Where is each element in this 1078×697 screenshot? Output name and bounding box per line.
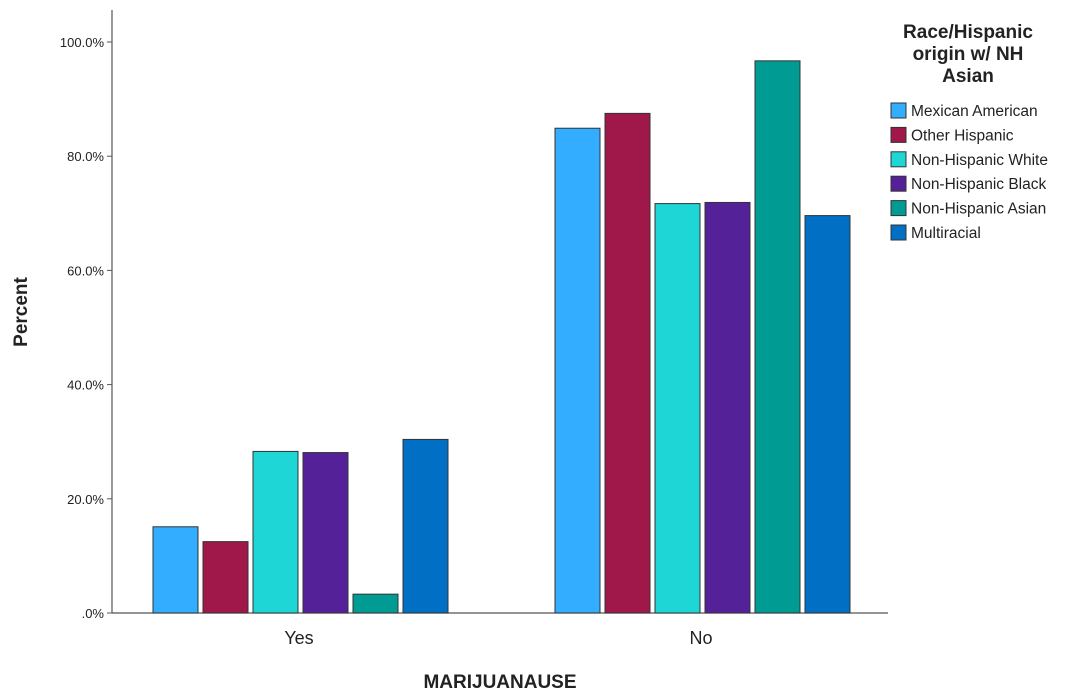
bar-no-other-hispanic bbox=[604, 112, 651, 614]
legend-swatch bbox=[890, 200, 907, 217]
legend-swatch bbox=[890, 126, 907, 143]
x-tick-label: Yes bbox=[284, 628, 313, 648]
bars bbox=[152, 60, 851, 614]
y-tick-label: .0% bbox=[82, 606, 105, 621]
legend-title: Asian bbox=[942, 66, 994, 87]
y-tick-label: 20.0% bbox=[67, 492, 104, 507]
legend-label: Non-Hispanic White bbox=[911, 152, 1048, 169]
x-axis-label: MARIJUANAUSE bbox=[423, 672, 576, 692]
axes: .0% 20.0% 40.0% 60.0% 80.0% 100.0% Percent MARI… bbox=[11, 10, 888, 693]
legend-title: origin w/ NH bbox=[913, 44, 1024, 65]
legend-label: Multiracial bbox=[911, 225, 981, 242]
legend-swatch bbox=[890, 102, 907, 119]
legend-swatch bbox=[890, 175, 907, 192]
y-axis-label: Percent bbox=[11, 276, 32, 346]
legend-label: Non-Hispanic Black bbox=[911, 176, 1046, 193]
y-tick-label: 60.0% bbox=[67, 263, 104, 278]
bar-no-multiracial bbox=[804, 215, 851, 614]
bar-no-non-hispanic-white bbox=[654, 203, 701, 614]
bar-yes-mexican-american bbox=[152, 526, 199, 614]
legend-title: Race/Hispanic bbox=[903, 22, 1033, 43]
bar-yes-multiracial bbox=[402, 438, 449, 614]
bar-yes-non-hispanic-white bbox=[252, 450, 299, 614]
legend-swatch bbox=[890, 151, 907, 168]
bar-no-non-hispanic-asian bbox=[754, 60, 801, 614]
bar-no-non-hispanic-black bbox=[704, 201, 751, 614]
y-tick-label: 100.0% bbox=[60, 35, 105, 50]
bar-yes-non-hispanic-black bbox=[302, 452, 349, 614]
bar-no-mexican-american bbox=[554, 127, 601, 614]
legend-label: Mexican American bbox=[911, 103, 1038, 120]
legend-label: Non-Hispanic Asian bbox=[911, 201, 1046, 218]
bar-yes-non-hispanic-asian bbox=[352, 593, 399, 614]
y-tick-label: 80.0% bbox=[67, 149, 104, 164]
legend-label: Other Hispanic bbox=[911, 127, 1014, 144]
x-tick-label: No bbox=[689, 628, 712, 648]
bar-yes-other-hispanic bbox=[202, 541, 249, 614]
y-tick-label: 40.0% bbox=[67, 378, 104, 393]
legend-swatch bbox=[890, 224, 907, 241]
